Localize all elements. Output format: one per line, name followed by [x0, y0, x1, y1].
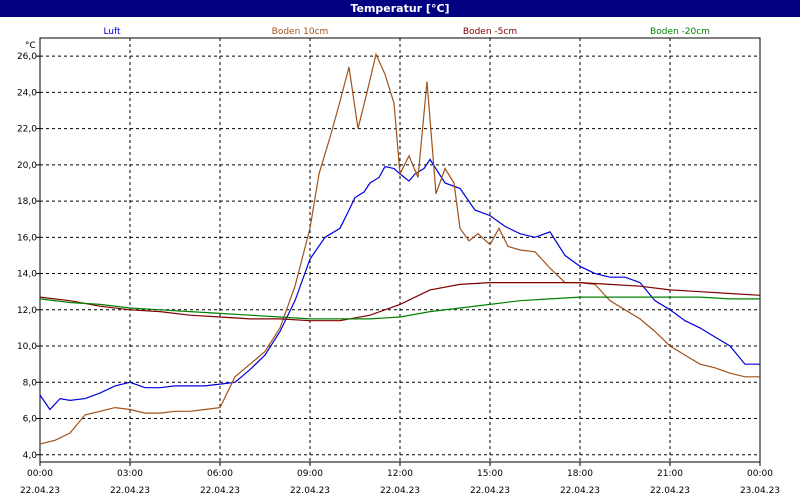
- legend-item-boden-5cm: Boden -5cm: [463, 27, 517, 37]
- y-tick-label: 6,0: [23, 415, 38, 425]
- y-axis-unit: °C: [25, 41, 36, 51]
- x-tick-label-time: 21:00: [657, 469, 683, 479]
- y-tick-label: 18,0: [17, 197, 37, 207]
- y-tick-label: 26,0: [17, 52, 37, 62]
- y-tick-label: 12,0: [17, 306, 37, 316]
- plot-frame: [36, 37, 761, 466]
- series-line-boden-20cm: [39, 296, 760, 320]
- x-tick-label-date: 23.04.23: [740, 486, 780, 496]
- series-lines: [39, 52, 761, 445]
- x-tick-label-date: 22.04.23: [650, 486, 690, 496]
- plot-border: [39, 37, 761, 463]
- x-tick-label-time: 00:00: [747, 469, 773, 479]
- x-tick-label-date: 22.04.23: [110, 486, 150, 496]
- grid: [40, 38, 760, 462]
- y-tick-label: 22,0: [17, 125, 37, 135]
- y-tick-label: 16,0: [17, 233, 37, 243]
- x-tick-label-time: 18:00: [567, 469, 593, 479]
- chart-title: Temperatur [°C]: [0, 0, 800, 17]
- series-line-luft: [39, 158, 760, 411]
- x-tick-label-time: 09:00: [297, 469, 323, 479]
- axis-labels: 4,0 6,0 8,0 10,0 12,0 14,0 16,0 18,0 20,0 22,0 24,…: [17, 41, 780, 496]
- x-tick-label-date: 22.04.23: [380, 486, 420, 496]
- x-tick-label-date: 22.04.23: [470, 486, 510, 496]
- y-tick-label: 10,0: [17, 342, 37, 352]
- x-tick-label-time: 15:00: [477, 469, 503, 479]
- x-tick-label-time: 06:00: [207, 469, 233, 479]
- y-tick-label: 14,0: [17, 270, 37, 280]
- legend-item-luft: Luft: [103, 27, 121, 37]
- y-tick-label: 20,0: [17, 161, 37, 171]
- temperature-chart: 4,0 6,0 8,0 10,0 12,0 14,0 16,0 18,0 20,0 22,0 24,…: [17, 27, 780, 496]
- legend: Luft Boden 10cm Boden -5cm Boden -20cm: [103, 27, 710, 37]
- y-tick-label: 24,0: [17, 88, 37, 98]
- legend-item-boden-20cm: Boden -20cm: [650, 27, 710, 37]
- x-tick-label-date: 22.04.23: [560, 486, 600, 496]
- x-tick-label-date: 22.04.23: [200, 486, 240, 496]
- y-tick-label: 4,0: [23, 451, 38, 461]
- x-tick-label-date: 22.04.23: [20, 486, 60, 496]
- x-tick-label-time: 03:00: [117, 469, 143, 479]
- x-tick-label-time: 00:00: [27, 469, 53, 479]
- x-tick-label-time: 12:00: [387, 469, 413, 479]
- legend-item-boden-10cm: Boden 10cm: [272, 27, 329, 37]
- x-tick-label-date: 22.04.23: [290, 486, 330, 496]
- y-tick-label: 8,0: [23, 378, 38, 388]
- series-line-boden-5cm: [39, 282, 761, 322]
- series-line-boden-10cm: [39, 52, 760, 445]
